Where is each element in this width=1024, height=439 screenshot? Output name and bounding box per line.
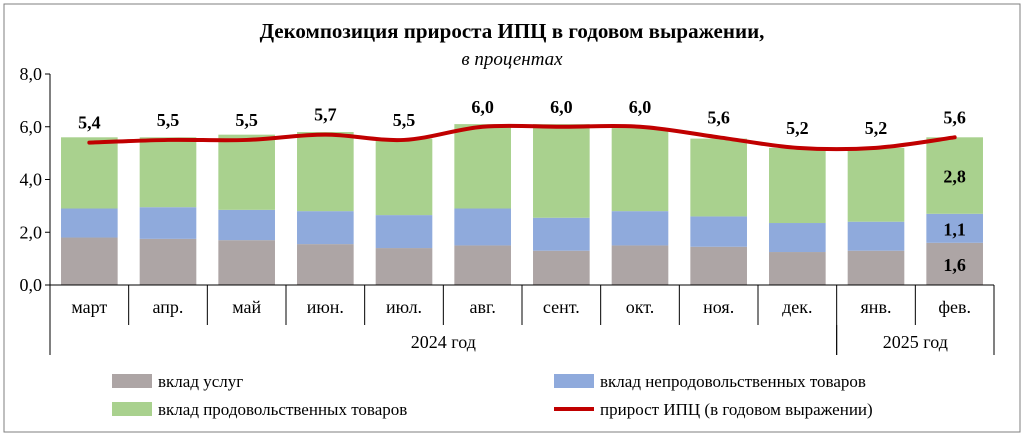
x-tick-label: март	[71, 297, 107, 317]
cpi-line	[87, 123, 957, 152]
x-tick-label: ноя.	[703, 297, 734, 317]
cpi-data-label: 6,0	[550, 97, 573, 117]
bar-segment-3	[769, 147, 826, 224]
x-tick-label: фев.	[938, 297, 971, 317]
legend-swatch	[554, 374, 594, 388]
year-group-label: 2024 год	[411, 332, 476, 352]
bar-segment-2	[690, 216, 747, 247]
bar-segment-3	[139, 137, 197, 208]
bar-segment-3	[297, 132, 354, 212]
legend-swatch	[112, 374, 152, 388]
bar-segment-3	[218, 134, 275, 210]
bar-segment-3	[375, 138, 433, 216]
bar-segment-1	[690, 246, 747, 285]
bar-segment-3	[690, 138, 747, 217]
bar-segment-3	[847, 147, 905, 222]
legend-swatch	[112, 402, 152, 416]
segment-labels: 1,6 1,1 2,8	[943, 167, 966, 275]
bar-segment-1	[847, 250, 905, 285]
cpi-data-label: 5,6	[943, 107, 966, 127]
cpi-data-label: 6,0	[629, 97, 652, 117]
legend-label: прирост ИПЦ (в годовом выражении)	[600, 400, 873, 419]
cpi-data-label: 5,5	[157, 110, 180, 130]
bar-segment-1	[533, 250, 590, 285]
bar-segment-1	[218, 240, 275, 285]
bar-segment-2	[769, 223, 826, 253]
cpi-data-label: 5,7	[314, 105, 337, 125]
legend: вклад услуг вклад непродовольственных тов…	[112, 372, 873, 419]
bar-segment-1	[926, 242, 983, 285]
bar-segment-3	[61, 137, 118, 209]
chart-subtitle: в процентах	[461, 49, 563, 70]
x-axis: март апр. май июн. июл. авг. сент. окт. ноя. дек.…	[49, 284, 995, 355]
y-tick-label: 8,0	[20, 64, 43, 84]
chart-title: Декомпозиция прироста ИПЦ в годовом выра…	[260, 19, 765, 43]
segment-label: 1,1	[943, 219, 966, 239]
bar-segment-3	[926, 137, 983, 214]
bar-segment-2	[139, 207, 197, 239]
legend-label: вклад продовольственных товаров	[158, 400, 407, 419]
cpi-data-label: 5,2	[786, 118, 809, 138]
bar-segment-2	[61, 208, 118, 238]
bar-segment-1	[769, 252, 826, 285]
x-tick-label: янв.	[861, 297, 892, 317]
bar-segment-2	[218, 209, 275, 241]
bar-segment-1	[297, 244, 354, 285]
cpi-data-label: 6,0	[471, 97, 494, 117]
cpi-data-label: 5,4	[78, 113, 101, 133]
cpi-data-label: 5,5	[235, 110, 258, 130]
bar-segment-3	[611, 128, 669, 212]
legend-label: вклад непродовольственных товаров	[600, 372, 866, 391]
cpi-data-label: 5,6	[707, 107, 730, 127]
bar-series	[61, 124, 983, 285]
y-tick-label: 2,0	[20, 222, 43, 242]
cpi-line-group: 5,4 5,5 5,5 5,7 5,5 6,0 6,0 6,0 5,6 5,2 5,2 5,6	[78, 97, 966, 152]
x-tick-label: май	[232, 297, 261, 317]
bar-segment-1	[139, 238, 197, 285]
year-group-label: 2025 год	[883, 332, 948, 352]
y-tick-label: 0,0	[20, 275, 43, 295]
bar-segment-2	[454, 208, 511, 246]
bar-segment-3	[533, 124, 590, 218]
legend-label: вклад услуг	[158, 372, 243, 391]
x-tick-label: авг.	[469, 297, 495, 317]
y-tick-label: 6,0	[20, 117, 43, 137]
bar-segment-2	[533, 217, 590, 251]
x-tick-label: апр.	[153, 297, 184, 317]
cpi-data-label: 5,2	[865, 118, 888, 138]
bar-segment-1	[375, 248, 433, 285]
y-tick-label: 4,0	[20, 170, 43, 190]
segment-label: 2,8	[943, 167, 966, 187]
bar-segment-3	[454, 124, 511, 209]
x-tick-label: июн.	[307, 297, 344, 317]
y-axis: 0,0 2,0 4,0 6,0 8,0	[20, 64, 51, 295]
cpi-data-label: 5,5	[393, 110, 416, 130]
bar-segment-2	[847, 221, 905, 251]
bar-segment-2	[611, 211, 669, 246]
x-tick-label: дек.	[782, 297, 812, 317]
bar-segment-2	[297, 211, 354, 245]
x-tick-label: сент.	[543, 297, 580, 317]
bar-segment-1	[61, 237, 118, 285]
bar-segment-2	[926, 213, 983, 243]
bar-segment-1	[611, 245, 669, 285]
bar-segment-2	[375, 215, 433, 249]
bar-segment-1	[454, 245, 511, 285]
segment-label: 1,6	[943, 255, 966, 275]
x-tick-label: июл.	[386, 297, 422, 317]
x-tick-label: окт.	[626, 297, 655, 317]
